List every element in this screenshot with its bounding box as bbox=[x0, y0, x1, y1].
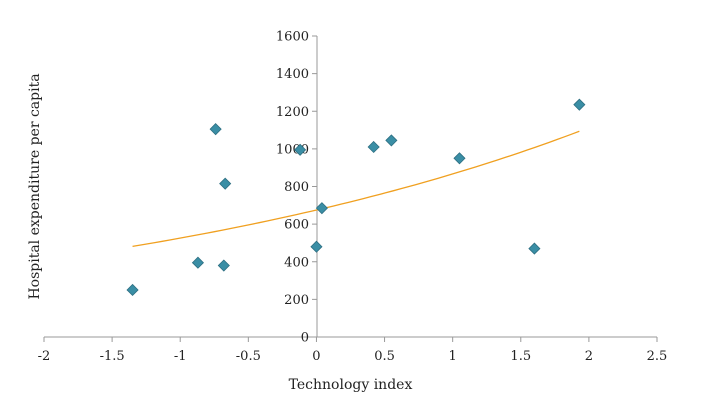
x-tick-label: 1 bbox=[449, 349, 457, 364]
data-point bbox=[191, 256, 204, 269]
data-point bbox=[126, 283, 139, 297]
x-tick-label: 0 bbox=[312, 349, 320, 364]
x-axis-title: Technology index bbox=[289, 377, 413, 393]
x-tick-label: -2 bbox=[38, 349, 51, 364]
y-tick-label: 1400 bbox=[276, 67, 309, 82]
y-tick-label: 600 bbox=[284, 218, 309, 233]
y-tick-label: 1200 bbox=[276, 105, 309, 120]
y-tick-label: 200 bbox=[284, 293, 309, 308]
y-tick-label: 400 bbox=[284, 255, 309, 270]
data-point bbox=[528, 242, 541, 255]
x-tick-label: -0.5 bbox=[236, 349, 261, 364]
x-tick-label: 0.5 bbox=[374, 349, 395, 364]
x-tick-label: 1.5 bbox=[510, 349, 531, 364]
data-point bbox=[385, 134, 398, 147]
x-tick-label: 2.5 bbox=[647, 349, 668, 364]
data-point bbox=[294, 143, 307, 156]
y-tick-label: 800 bbox=[284, 180, 309, 195]
data-point bbox=[217, 259, 230, 272]
data-point bbox=[453, 152, 466, 165]
data-point bbox=[315, 202, 328, 215]
x-tick-label: -1 bbox=[174, 349, 187, 364]
data-point bbox=[573, 98, 586, 111]
trendline bbox=[132, 130, 580, 248]
x-tick-label: -1.5 bbox=[100, 349, 125, 364]
y-tick-label: 1600 bbox=[276, 30, 309, 45]
data-points bbox=[126, 98, 586, 297]
y-axis-title: Hospital expenditure per capita bbox=[27, 73, 43, 299]
data-point bbox=[367, 140, 380, 154]
data-point bbox=[219, 177, 232, 190]
data-point bbox=[209, 123, 222, 136]
data-point bbox=[310, 240, 323, 253]
x-tick-label: 2 bbox=[585, 349, 593, 364]
y-tick-label: 0 bbox=[301, 331, 309, 346]
x-axis-ticks: -2 -1.5 -1 -0.5 0 0.5 1 1.5 2 2.5 bbox=[38, 337, 668, 364]
